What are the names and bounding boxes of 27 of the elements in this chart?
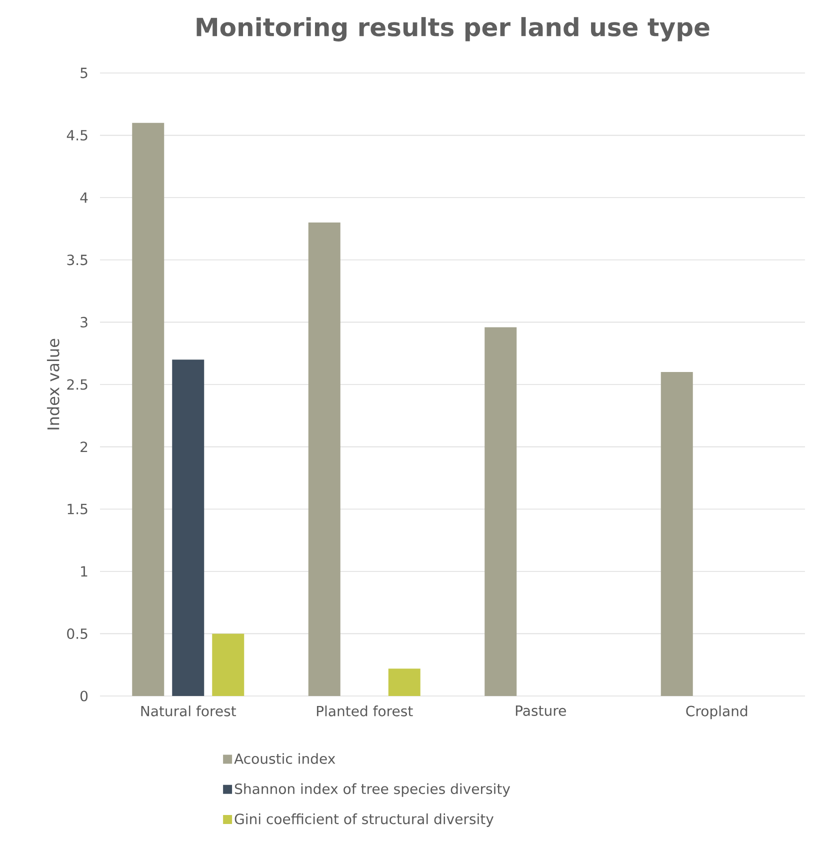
y-tick-label: 3	[80, 316, 88, 328]
bar	[172, 360, 204, 696]
bar	[212, 634, 244, 696]
bar	[388, 668, 420, 696]
y-tick-label: 4.5	[66, 130, 88, 141]
y-tick-label: 1	[81, 566, 88, 576]
y-tick-label: 0.5	[67, 628, 88, 639]
legend-label: Gini coefficient of structural diversity	[234, 813, 494, 827]
chart-title: Monitoring results per land use type	[196, 17, 710, 42]
y-tick-label: 1.5	[68, 504, 88, 514]
bar	[660, 372, 693, 696]
y-tick-label: 0	[80, 690, 88, 702]
x-tick-label: Natural forest	[141, 706, 236, 716]
x-tick-label: Cropland	[686, 706, 748, 720]
legend-label: Shannon index of tree species diversity	[234, 783, 510, 797]
bar	[132, 122, 164, 696]
x-tick-label: Pasture	[516, 706, 566, 716]
x-tick-label: Planted forest	[316, 706, 413, 716]
y-axis-title: Index value	[46, 338, 60, 430]
y-tick-label: 2	[80, 442, 88, 452]
y-tick-label: 5	[80, 68, 88, 78]
bar	[484, 327, 517, 696]
legend-label: Acoustic index	[234, 753, 336, 764]
y-tick-label: 4	[80, 192, 88, 203]
bar	[308, 222, 340, 696]
y-tick-label: 3.5	[67, 254, 88, 266]
y-tick-label: 2.5	[67, 379, 88, 390]
